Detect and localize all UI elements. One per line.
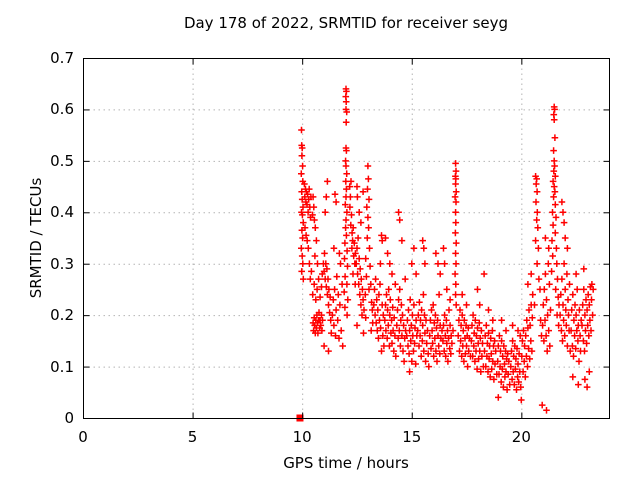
y-tick-label: 0.1 xyxy=(50,357,74,376)
x-tick-label: 15 xyxy=(402,428,422,446)
scatter-points xyxy=(298,85,597,414)
y-tick-label: 0 xyxy=(64,409,74,427)
y-tick-label: 0.3 xyxy=(50,254,74,273)
plot-border xyxy=(83,58,610,419)
y-tick-label: 0.4 xyxy=(50,203,74,222)
y-tick-label: 0.2 xyxy=(50,306,74,325)
y-tick-label: 0.7 xyxy=(50,49,74,67)
y-axis-label: SRMTID / TECUs xyxy=(27,177,45,299)
x-tick-label: 0 xyxy=(78,428,88,446)
y-tick-label: 0.6 xyxy=(50,100,74,119)
y-tick-label: 0.5 xyxy=(50,151,74,170)
x-axis-label: GPS time / hours xyxy=(283,454,409,472)
chart-title: Day 178 of 2022, SRMTID for receiver sey… xyxy=(183,14,509,32)
x-tick-label: 5 xyxy=(187,428,198,446)
x-tick-label: 20 xyxy=(511,428,531,446)
x-tick-label: 10 xyxy=(292,428,312,446)
